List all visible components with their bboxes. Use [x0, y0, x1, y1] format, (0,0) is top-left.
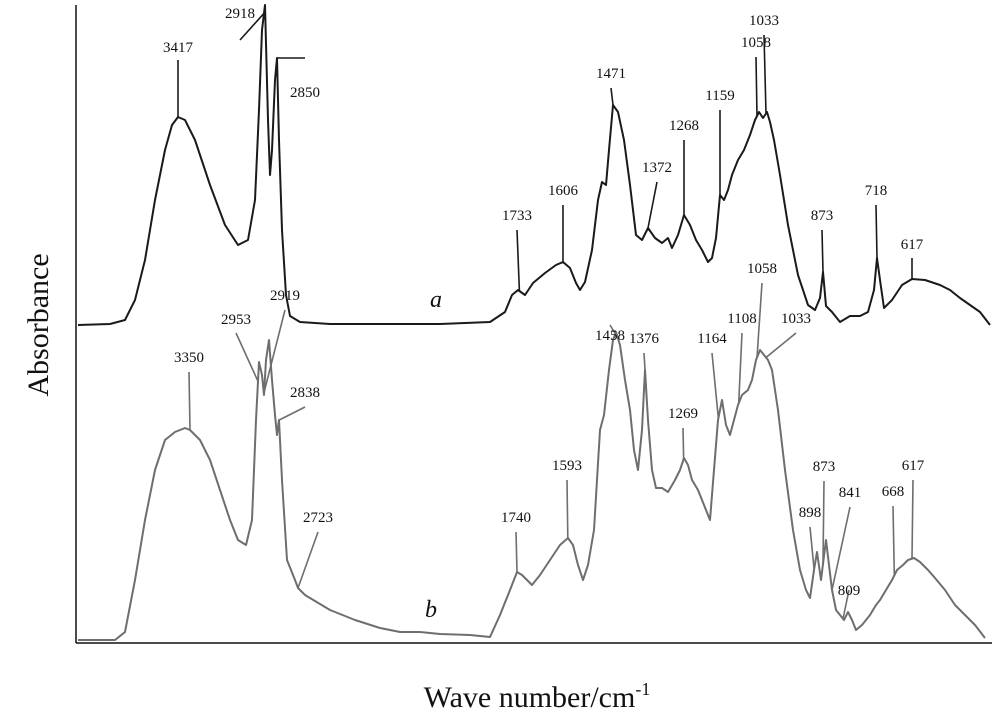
series-b-peak-line-2919	[263, 309, 286, 394]
series-b-peak-label-1058: 1058	[747, 261, 777, 277]
series-a-peak-label-1033: 1033	[749, 13, 779, 29]
series-a-peak-label-718: 718	[865, 183, 888, 199]
series-b-peak-label-841: 841	[839, 485, 862, 501]
series-b-peak-line-617	[911, 479, 914, 559]
series-b-peak-line-809	[842, 589, 850, 619]
series-a-peak-line-1372	[647, 181, 658, 229]
series-a-peak-label-1268: 1268	[669, 118, 699, 134]
series-a-peak-line-1058	[755, 56, 758, 117]
x-axis-title-superscript: -1	[635, 679, 650, 699]
series-a-peak-line-1733	[516, 229, 521, 292]
series-a-peak-labels: 3417 2918 2850 1733 1606 1471 1372 1268 1159 1058…	[163, 6, 924, 292]
series-a-peak-label-3417: 3417	[163, 40, 194, 56]
series-a-peak-line-718	[875, 204, 878, 259]
series-a-peak-line-1471	[610, 87, 614, 106]
series-a-curve	[77, 4, 991, 326]
series-a-peak-label-873: 873	[811, 208, 834, 224]
series-b-peak-line-668	[892, 505, 896, 576]
series-b-peak-label-1376: 1376	[629, 331, 660, 347]
series-b-peak-line-1740	[515, 531, 518, 573]
series-b-peak-label-873: 873	[813, 459, 836, 475]
series-b-peak-label-2953: 2953	[221, 312, 251, 328]
series-a-peak-line-873	[821, 229, 824, 273]
series-b-peak-line-1458	[609, 324, 619, 338]
series-a-peak-label-2850: 2850	[290, 85, 320, 101]
series-b-peak-line-1593	[566, 479, 569, 539]
series-a-peak-label-1372: 1372	[642, 160, 672, 176]
series-b-label: b	[425, 597, 437, 623]
series-b-group: b 3350 2953 2919 2838 2723 1740 1593 1458 1376 12…	[78, 261, 986, 641]
series-b-peak-label-2838: 2838	[290, 385, 320, 401]
series-b-peak-label-1269: 1269	[668, 406, 698, 422]
series-a-peak-label-1733: 1733	[502, 208, 532, 224]
series-a-peak-label-1606: 1606	[548, 183, 579, 199]
series-b-peak-line-2838	[278, 406, 306, 421]
series-a-peak-label-1058: 1058	[741, 35, 771, 51]
series-b-curve	[78, 331, 986, 641]
series-b-peak-line-1269	[682, 427, 685, 460]
series-b-peak-label-2919: 2919	[270, 288, 300, 304]
series-b-peak-label-1108: 1108	[727, 311, 756, 327]
series-b-peak-line-1108	[737, 332, 743, 404]
series-b-peak-line-2723	[297, 531, 319, 589]
series-a-peak-label-1471: 1471	[596, 66, 626, 82]
series-b-peak-label-1458: 1458	[595, 328, 625, 344]
series-b-peak-line-1164	[711, 352, 720, 419]
series-a-label: a	[430, 287, 442, 313]
series-b-peak-line-1033	[765, 332, 797, 359]
series-b-peak-line-841	[831, 506, 851, 591]
series-b-peak-label-898: 898	[799, 505, 822, 521]
chart-axes	[75, 5, 992, 644]
series-b-peak-line-898	[809, 526, 815, 570]
series-b-peak-label-1164: 1164	[697, 331, 727, 347]
series-b-peak-line-2953	[235, 332, 259, 382]
series-b-peak-label-668: 668	[882, 484, 905, 500]
series-b-peak-line-873	[822, 480, 825, 565]
series-b-peak-label-1593: 1593	[552, 458, 582, 474]
series-a-group: a 3417 2918 2850 1733 1606 1471 1372 1268 1159 10…	[77, 4, 991, 326]
series-b-peak-line-1376	[643, 352, 648, 397]
series-a-peak-label-1159: 1159	[705, 88, 734, 104]
series-b-peak-label-3350: 3350	[174, 350, 204, 366]
series-b-peak-label-617: 617	[902, 458, 925, 474]
series-a-peak-label-2918: 2918	[225, 6, 255, 22]
series-b-peak-label-809: 809	[838, 583, 861, 599]
series-a-peak-line-2918	[239, 12, 265, 41]
x-axis-title-main: Wave number/cm	[424, 681, 636, 714]
series-b-peak-label-2723: 2723	[303, 510, 333, 526]
series-b-peak-label-1033: 1033	[781, 311, 811, 327]
series-b-peak-labels: 3350 2953 2919 2838 2723 1740 1593 1458 1376 1269…	[174, 261, 925, 619]
y-axis-title: Absorbance	[22, 253, 55, 396]
series-b-peak-line-1058	[756, 282, 763, 358]
series-b-peak-label-1740: 1740	[501, 510, 531, 526]
series-a-peak-line-1033	[763, 34, 767, 114]
x-axis-title: Wave number/cm-1	[424, 679, 651, 714]
series-b-peak-line-3350	[188, 371, 191, 431]
series-a-peak-label-617: 617	[901, 237, 924, 253]
